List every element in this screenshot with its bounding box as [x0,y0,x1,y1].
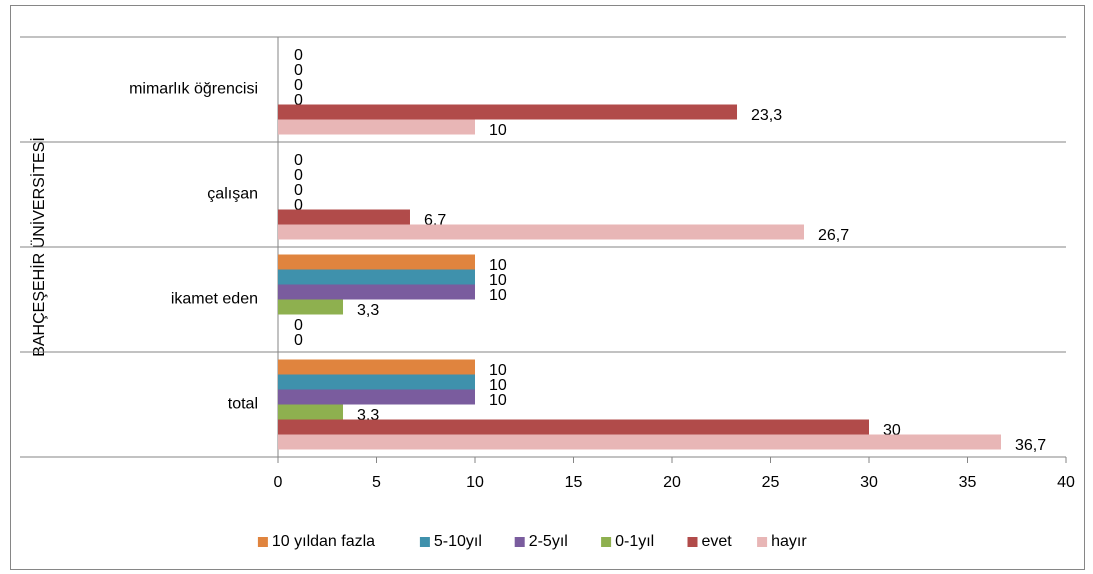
legend-label: 5-10yıl [434,533,482,550]
data-label: 0 [294,332,303,349]
data-label: 3,3 [357,302,379,319]
y-tick-label: çalışan [207,186,258,203]
legend-label: evet [702,533,733,550]
x-tick-label: 10 [466,474,484,491]
data-label: 26,7 [818,227,849,244]
data-label: 0 [294,152,303,169]
data-label: 10 [489,257,507,274]
data-label: 0 [294,92,303,109]
data-label: 0 [294,167,303,184]
x-tick-label: 35 [959,474,977,491]
data-label: 0 [294,317,303,334]
x-tick-label: 20 [663,474,681,491]
data-label: 0 [294,62,303,79]
data-label: 10 [489,272,507,289]
data-label: 0 [294,47,303,64]
legend-label: 10 yıldan fazla [272,533,375,550]
bar [278,434,1001,450]
data-label: 0 [294,182,303,199]
data-label: 10 [489,287,507,304]
x-tick-label: 15 [565,474,583,491]
legend-swatch [757,537,768,547]
legend-label: hayır [771,533,807,550]
data-label: 23,3 [751,107,782,124]
bar [278,254,475,270]
legend-swatch [687,537,698,547]
legend-swatch [514,537,525,547]
x-tick-label: 0 [274,474,283,491]
legend-swatch [601,537,612,547]
data-label: 10 [489,122,507,139]
bar [278,404,344,420]
bar [278,284,475,300]
chart-border [10,5,1085,570]
bar [278,299,344,315]
data-label: 36,7 [1015,437,1046,454]
bar [278,359,475,375]
bar [278,209,410,225]
data-label: 10 [489,362,507,379]
data-label: 10 [489,377,507,394]
x-tick-label: 40 [1057,474,1075,491]
y-tick-label: mimarlık öğrencisi [129,81,258,98]
y-tick-label: total [228,396,258,413]
x-tick-label: 30 [860,474,878,491]
x-tick-label: 25 [762,474,780,491]
data-label: 0 [294,77,303,94]
bar [278,374,475,390]
legend-swatch [257,537,268,547]
data-label: 10 [489,392,507,409]
bar [278,419,869,435]
bar [278,389,475,405]
data-label: 0 [294,197,303,214]
legend-label: 0-1yıl [615,533,654,550]
bar [278,269,475,285]
legend-label: 2-5yıl [529,533,568,550]
legend-swatch [419,537,430,547]
bar [278,224,804,240]
x-tick-label: 5 [372,474,381,491]
bar [278,104,738,120]
bar [278,119,475,135]
y-tick-label: ikamet eden [171,291,258,308]
